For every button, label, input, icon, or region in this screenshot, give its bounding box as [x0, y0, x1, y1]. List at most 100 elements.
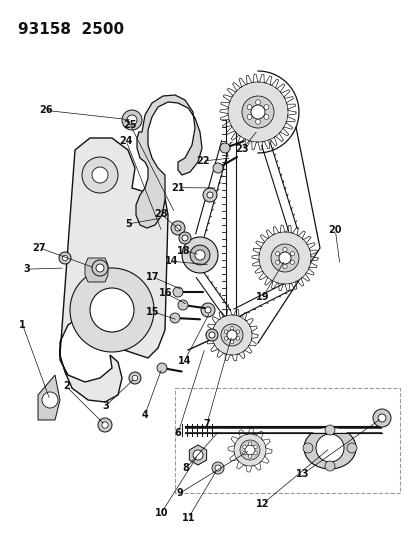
Circle shape — [90, 288, 134, 332]
Circle shape — [228, 82, 287, 142]
Circle shape — [170, 313, 180, 323]
Text: 7: 7 — [203, 419, 210, 429]
Circle shape — [192, 450, 202, 460]
Circle shape — [122, 110, 142, 130]
Circle shape — [219, 143, 230, 153]
Circle shape — [346, 443, 356, 453]
Ellipse shape — [303, 427, 355, 469]
Text: 24: 24 — [119, 136, 133, 146]
Circle shape — [324, 461, 334, 471]
Circle shape — [214, 465, 221, 471]
Circle shape — [221, 324, 242, 346]
Circle shape — [178, 232, 190, 244]
Circle shape — [275, 252, 279, 256]
Text: 9: 9 — [176, 488, 183, 498]
Circle shape — [255, 119, 260, 124]
Text: 26: 26 — [39, 106, 52, 115]
Circle shape — [59, 252, 71, 264]
Text: 18: 18 — [177, 246, 190, 255]
Circle shape — [175, 225, 180, 231]
Circle shape — [235, 330, 239, 333]
Text: 6: 6 — [174, 429, 181, 438]
Text: 1: 1 — [19, 320, 26, 330]
Circle shape — [82, 157, 118, 193]
Circle shape — [226, 330, 236, 340]
Circle shape — [182, 237, 218, 273]
Circle shape — [253, 445, 256, 449]
Circle shape — [315, 434, 343, 462]
Circle shape — [263, 104, 268, 110]
Circle shape — [204, 307, 211, 313]
Circle shape — [290, 252, 294, 256]
Circle shape — [244, 445, 254, 455]
Circle shape — [171, 221, 185, 235]
Circle shape — [98, 418, 112, 432]
Circle shape — [250, 105, 264, 119]
Circle shape — [230, 340, 233, 344]
Text: 22: 22 — [196, 156, 209, 166]
Text: 5: 5 — [125, 219, 131, 229]
Circle shape — [209, 332, 214, 338]
Circle shape — [282, 247, 286, 252]
Circle shape — [206, 192, 212, 198]
Circle shape — [173, 287, 183, 297]
Circle shape — [290, 260, 294, 264]
Text: 27: 27 — [33, 243, 46, 253]
Circle shape — [62, 255, 68, 261]
Circle shape — [92, 167, 108, 183]
Text: 21: 21 — [171, 183, 184, 192]
Polygon shape — [136, 95, 202, 228]
Circle shape — [42, 392, 58, 408]
Circle shape — [242, 96, 273, 128]
Circle shape — [247, 104, 252, 110]
Text: 11: 11 — [181, 513, 195, 523]
Circle shape — [377, 414, 385, 422]
Circle shape — [263, 115, 268, 119]
Text: 25: 25 — [123, 120, 137, 130]
Circle shape — [271, 244, 298, 272]
Circle shape — [324, 425, 334, 435]
Circle shape — [212, 163, 223, 173]
Circle shape — [275, 260, 279, 264]
Circle shape — [242, 451, 246, 455]
Polygon shape — [38, 375, 60, 420]
Circle shape — [190, 245, 209, 265]
Circle shape — [182, 235, 188, 241]
Circle shape — [211, 462, 223, 474]
Circle shape — [157, 363, 166, 373]
Circle shape — [195, 250, 204, 260]
Circle shape — [92, 260, 108, 276]
Circle shape — [230, 326, 233, 330]
Circle shape — [233, 434, 266, 466]
Circle shape — [259, 232, 310, 284]
Text: 3: 3 — [24, 264, 30, 274]
Text: 16: 16 — [159, 288, 172, 298]
Circle shape — [282, 264, 286, 269]
Text: 12: 12 — [256, 499, 269, 508]
Circle shape — [206, 329, 218, 341]
Circle shape — [202, 188, 216, 202]
Text: 28: 28 — [154, 209, 168, 219]
Polygon shape — [60, 138, 168, 402]
Circle shape — [253, 451, 256, 455]
Circle shape — [240, 440, 259, 460]
Circle shape — [302, 443, 312, 453]
Text: 23: 23 — [235, 144, 248, 154]
Circle shape — [211, 315, 252, 355]
Circle shape — [127, 115, 137, 125]
Circle shape — [70, 268, 154, 352]
Text: 14: 14 — [177, 357, 190, 366]
Text: 93158  2500: 93158 2500 — [18, 22, 124, 37]
Text: 20: 20 — [328, 225, 341, 235]
Polygon shape — [189, 445, 206, 465]
Text: 19: 19 — [256, 292, 269, 302]
Text: 3: 3 — [102, 401, 109, 411]
Text: 10: 10 — [154, 508, 168, 518]
Text: 2: 2 — [63, 382, 69, 391]
Text: 17: 17 — [146, 272, 159, 282]
Circle shape — [247, 115, 252, 119]
Circle shape — [372, 409, 390, 427]
Circle shape — [129, 372, 141, 384]
Text: 13: 13 — [295, 470, 308, 479]
Circle shape — [178, 300, 188, 310]
